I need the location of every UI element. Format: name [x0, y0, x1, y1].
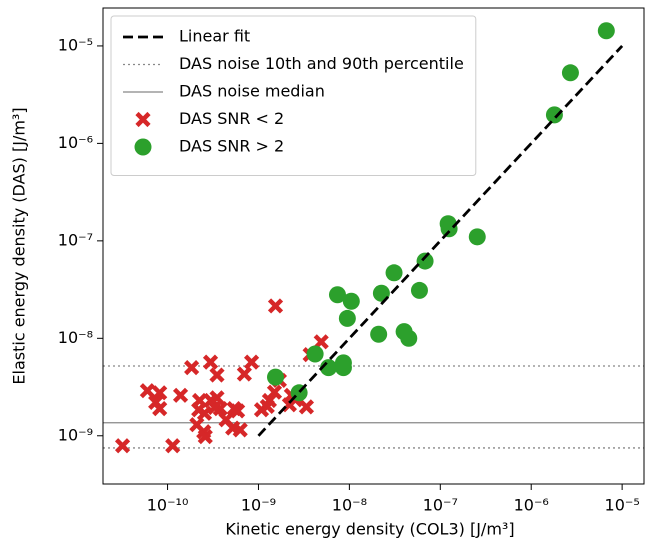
point-circle	[561, 64, 579, 82]
legend-swatch	[135, 111, 151, 128]
point-x	[165, 438, 181, 454]
point-circle	[306, 345, 324, 363]
y-tick-label: 10⁻⁵	[58, 35, 93, 54]
point-x	[266, 384, 283, 400]
point-circle	[468, 228, 486, 246]
x-tick-label: 10⁻¹⁰	[147, 496, 189, 515]
legend-label: DAS noise 10th and 90th percentile	[179, 54, 464, 73]
point-x	[230, 403, 246, 419]
fit-line	[257, 44, 624, 437]
point-circle	[410, 281, 428, 299]
plot-area	[103, 22, 644, 454]
x-tick-label: 10⁻⁶	[514, 496, 549, 515]
point-circle	[440, 220, 458, 238]
point-x	[139, 383, 155, 399]
point-circle	[545, 106, 563, 124]
y-tick-label: 10⁻⁷	[58, 230, 93, 249]
point-x	[152, 401, 168, 417]
legend-swatch	[134, 138, 152, 156]
point-circle	[385, 264, 403, 282]
point-x	[232, 422, 248, 438]
x-tick-label: 10⁻⁷	[423, 496, 458, 515]
y-tick-label: 10⁻⁶	[58, 133, 93, 152]
point-x	[236, 366, 252, 382]
point-x	[202, 354, 219, 370]
legend-label: DAS SNR > 2	[179, 137, 284, 156]
y-axis-label: Elastic energy density (DAS) [J/m³]	[10, 107, 29, 384]
point-circle	[334, 359, 352, 377]
point-x	[197, 429, 213, 445]
legend: Linear fit DAS noise 10th and 90th percen…	[110, 15, 477, 176]
point-circle	[342, 292, 360, 310]
point-x	[152, 385, 168, 401]
point-circle	[267, 368, 285, 386]
legend-box	[110, 15, 477, 176]
x-tick-label: 10⁻⁵	[605, 496, 640, 515]
point-x	[298, 399, 315, 415]
point-x	[114, 438, 131, 454]
point-circle	[597, 22, 615, 40]
point-x	[267, 298, 284, 314]
axes-frame	[102, 7, 645, 485]
point-x	[243, 354, 260, 370]
point-x	[207, 399, 223, 416]
legend-label: DAS noise median	[179, 82, 325, 101]
x-tick-label: 10⁻⁸	[332, 496, 367, 515]
point-circle	[328, 286, 346, 304]
x-tick-label: 10⁻⁹	[241, 496, 276, 515]
point-x	[191, 402, 207, 418]
y-tick-label: 10⁻⁸	[58, 328, 93, 347]
legend-label: Linear fit	[179, 27, 250, 46]
point-circle	[416, 252, 434, 270]
x-axis-label: Kinetic energy density (COL3) [J/m³]	[225, 520, 514, 539]
point-circle	[338, 309, 356, 327]
point-x	[259, 398, 275, 415]
y-tick-label: 10⁻⁹	[58, 425, 93, 444]
point-circle	[400, 329, 418, 347]
point-x	[172, 387, 189, 403]
point-x	[184, 360, 200, 376]
point-circle	[370, 325, 388, 343]
legend-label: DAS SNR < 2	[179, 109, 284, 128]
point-x	[209, 367, 225, 383]
